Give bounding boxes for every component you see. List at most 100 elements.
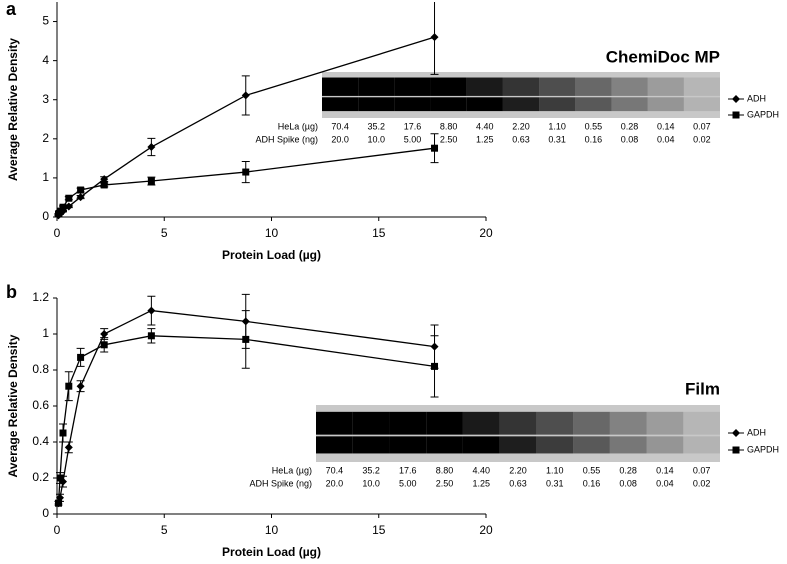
marker bbox=[242, 168, 250, 176]
blot-lane bbox=[539, 97, 576, 112]
blot-lane bbox=[358, 97, 395, 112]
lane-label: 17.6 bbox=[404, 121, 422, 131]
x-tick-label: 0 bbox=[54, 523, 61, 537]
marker bbox=[77, 186, 85, 194]
blot-lane bbox=[358, 77, 395, 96]
marker bbox=[100, 341, 108, 349]
lane-label: 0.02 bbox=[693, 478, 711, 488]
marker bbox=[732, 446, 740, 454]
y-tick-label: 0.6 bbox=[32, 398, 49, 412]
x-tick-label: 20 bbox=[479, 523, 493, 537]
marker bbox=[431, 362, 439, 370]
marker bbox=[100, 175, 109, 184]
x-tick-label: 0 bbox=[54, 226, 61, 240]
blot-lane bbox=[499, 436, 537, 454]
blot-lane bbox=[573, 411, 610, 435]
lane-label: 0.08 bbox=[619, 478, 637, 488]
marker bbox=[77, 353, 85, 361]
blot-lane bbox=[426, 411, 463, 435]
lane-label: 5.00 bbox=[404, 134, 422, 144]
blot-lane bbox=[502, 97, 540, 112]
legend-label: GAPDH bbox=[747, 444, 779, 454]
x-axis-label: Protein Load (µg) bbox=[222, 248, 321, 262]
marker bbox=[242, 335, 250, 343]
marker bbox=[431, 144, 439, 152]
y-axis-label: Average Relative Density bbox=[6, 334, 20, 477]
y-tick-label: 1 bbox=[42, 326, 49, 340]
y-tick-label: 0 bbox=[42, 506, 49, 520]
blot-lane bbox=[462, 411, 500, 435]
marker bbox=[59, 429, 67, 437]
x-tick-label: 20 bbox=[479, 226, 493, 240]
marker bbox=[430, 33, 439, 42]
lane-label: 1.10 bbox=[548, 121, 566, 131]
blot-lane bbox=[502, 77, 540, 96]
lane-label: 1.25 bbox=[476, 134, 494, 144]
row-label: ADH Spike (ng) bbox=[255, 134, 318, 144]
x-axis-label: Protein Load (µg) bbox=[222, 545, 321, 559]
panel-label: b bbox=[6, 282, 17, 302]
marker bbox=[147, 177, 155, 185]
marker bbox=[65, 194, 73, 202]
lane-label: 2.20 bbox=[509, 465, 527, 475]
lane-label: 0.02 bbox=[693, 134, 711, 144]
lane-label: 8.80 bbox=[436, 465, 454, 475]
lane-label: 0.55 bbox=[585, 121, 603, 131]
blot-lane bbox=[575, 77, 612, 96]
lane-label: 0.63 bbox=[512, 134, 530, 144]
marker bbox=[147, 306, 156, 315]
x-tick-label: 5 bbox=[161, 523, 168, 537]
lane-label: 2.50 bbox=[440, 134, 458, 144]
blot-lane bbox=[647, 97, 684, 112]
lane-label: 1.25 bbox=[473, 478, 491, 488]
blot-lane bbox=[683, 436, 720, 454]
lane-label: 0.28 bbox=[619, 465, 637, 475]
blot-lane bbox=[646, 436, 684, 454]
lane-label: 0.07 bbox=[693, 465, 711, 475]
x-tick-label: 15 bbox=[372, 523, 386, 537]
lane-label: 0.31 bbox=[548, 134, 566, 144]
blot-lane bbox=[609, 411, 647, 435]
lane-label: 35.2 bbox=[362, 465, 380, 475]
y-tick-label: 0.8 bbox=[32, 362, 49, 376]
y-tick-label: 0.4 bbox=[32, 434, 49, 448]
lane-label: 17.6 bbox=[399, 465, 417, 475]
inset-title: ChemiDoc MP bbox=[606, 47, 720, 66]
lane-label: 0.14 bbox=[657, 121, 675, 131]
blot-lane bbox=[389, 411, 427, 435]
blot-lane bbox=[683, 97, 720, 112]
x-tick-label: 10 bbox=[265, 226, 279, 240]
lane-label: 0.31 bbox=[546, 478, 564, 488]
x-tick-label: 15 bbox=[372, 226, 386, 240]
marker bbox=[55, 210, 63, 218]
lane-label: 0.04 bbox=[656, 478, 674, 488]
blot-lane bbox=[316, 411, 353, 435]
marker bbox=[64, 443, 73, 452]
row-label: ADH Spike (ng) bbox=[249, 478, 312, 488]
blot-lane bbox=[683, 411, 720, 435]
blot-lane bbox=[539, 77, 576, 96]
lane-label: 0.04 bbox=[657, 134, 675, 144]
legend-label: ADH bbox=[747, 427, 766, 437]
blot-lane bbox=[389, 436, 427, 454]
y-axis-label: Average Relative Density bbox=[6, 38, 20, 181]
blot-lane bbox=[462, 436, 500, 454]
marker bbox=[76, 382, 85, 391]
marker bbox=[59, 203, 67, 211]
lane-label: 4.40 bbox=[476, 121, 494, 131]
lane-label: 10.0 bbox=[362, 478, 380, 488]
blot-lane bbox=[466, 97, 503, 112]
y-tick-label: 1.2 bbox=[32, 290, 49, 304]
lane-label: 0.16 bbox=[585, 134, 603, 144]
lane-label: 4.40 bbox=[473, 465, 491, 475]
blot-lane bbox=[322, 97, 359, 112]
blot-lane bbox=[394, 77, 431, 96]
blot-lane bbox=[647, 77, 684, 96]
y-tick-label: 4 bbox=[42, 53, 49, 67]
blot-lane bbox=[322, 77, 359, 96]
plot-area bbox=[54, 293, 439, 508]
y-tick-label: 2 bbox=[42, 131, 49, 145]
lane-label: 10.0 bbox=[368, 134, 386, 144]
x-tick-label: 10 bbox=[265, 523, 279, 537]
